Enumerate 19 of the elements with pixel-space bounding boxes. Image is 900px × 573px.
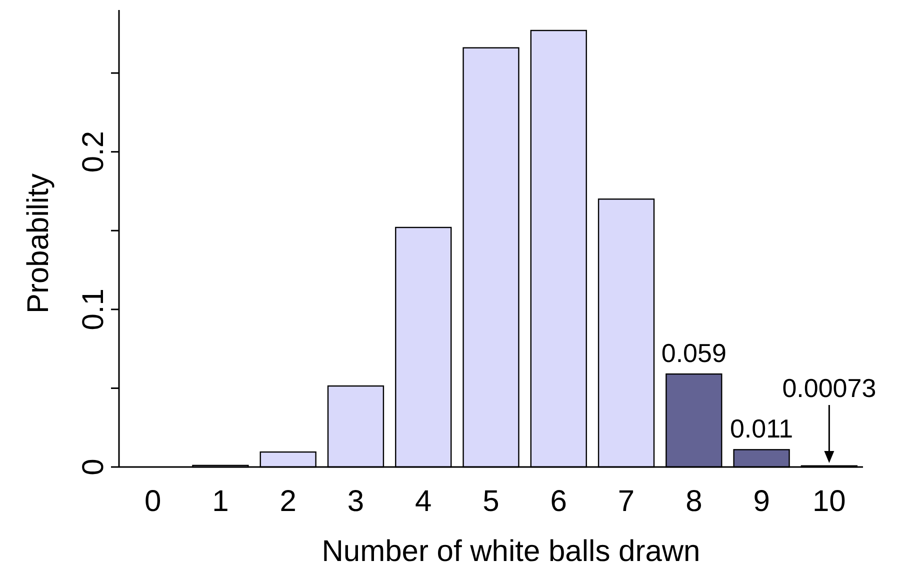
y-axis-title: Probability (22, 173, 55, 314)
y-tick-label: 0 (77, 458, 110, 476)
x-tick-label: 4 (415, 485, 432, 518)
x-tick-label: 3 (347, 485, 364, 518)
x-tick-label: 8 (686, 485, 702, 518)
x-tick-label: 9 (753, 485, 770, 518)
x-tick-label: 10 (812, 485, 846, 518)
x-axis-title: Number of white balls drawn (322, 535, 700, 568)
y-tick-label: 0.1 (77, 288, 110, 330)
x-tick-label: 2 (280, 485, 296, 518)
x-tick-label: 6 (550, 485, 567, 518)
x-tick-label: 1 (212, 485, 229, 518)
data-label: 0.059 (661, 338, 726, 368)
x-tick-label: 5 (482, 485, 500, 518)
y-tick-label: 0.2 (77, 130, 110, 173)
x-tick-label: 0 (144, 485, 162, 518)
x-tick-label: 7 (618, 485, 635, 518)
data-label: 0.011 (730, 414, 794, 444)
data-label: 0.00073 (782, 373, 876, 403)
